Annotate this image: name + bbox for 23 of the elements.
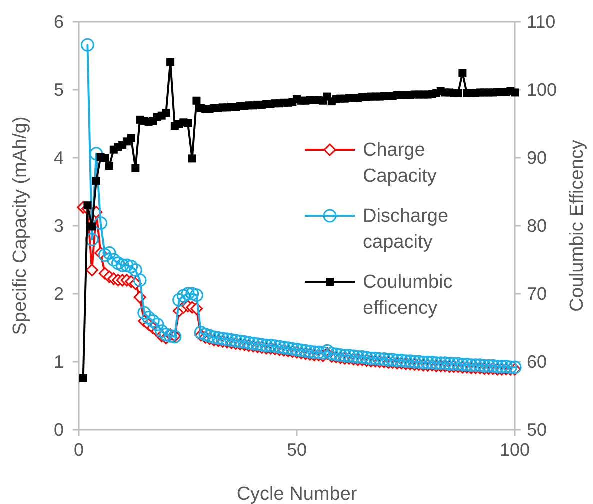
y2-tick-label: 50 — [527, 420, 548, 440]
y-tick-label: 5 — [54, 80, 64, 100]
y-axis-title: Specific Capacity (mAh/g) — [10, 116, 31, 336]
y-tick-label: 2 — [54, 284, 64, 304]
y2-tick-label: 90 — [527, 148, 548, 168]
y2-tick-label: 80 — [527, 216, 548, 236]
legend-label: Discharge capacity — [363, 206, 449, 253]
y-tick-label: 6 — [54, 12, 64, 32]
legend-label: Charge Capacity — [363, 140, 438, 187]
y2-axis-title: Coulumbic Efficency — [567, 140, 588, 312]
y2-tick-label: 60 — [527, 352, 548, 372]
y2-tick-label: 100 — [527, 80, 558, 100]
y-tick-label: 0 — [54, 420, 64, 440]
x-tick-label: 0 — [74, 440, 84, 460]
legend-label: Coulumbic efficency — [363, 272, 453, 319]
x-tick-label: 50 — [286, 440, 308, 460]
y-tick-label: 4 — [54, 148, 64, 168]
y-tick-label: 3 — [54, 216, 64, 236]
x-tick-label: 100 — [500, 440, 530, 460]
x-axis-title: Cycle Number — [236, 484, 358, 504]
y-tick-label: 1 — [54, 352, 64, 372]
y2-tick-label: 110 — [527, 12, 556, 32]
y2-tick-label: 70 — [527, 284, 548, 304]
